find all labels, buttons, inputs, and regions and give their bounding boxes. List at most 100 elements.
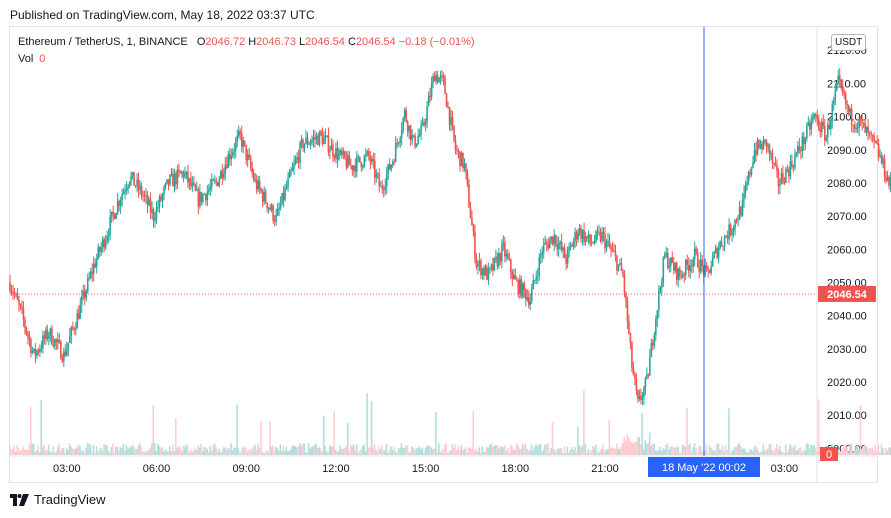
volume-bar <box>10 449 13 455</box>
candle-body <box>252 173 255 181</box>
candle-body <box>326 135 328 137</box>
volume-bar <box>17 448 20 455</box>
volume-bar <box>173 450 176 455</box>
candle-body <box>107 234 110 237</box>
candle-body <box>98 247 101 252</box>
volume-bar <box>263 452 265 455</box>
candle-body <box>825 137 828 141</box>
volume-bar <box>20 449 23 455</box>
volume-bar <box>596 452 599 455</box>
volume-bar <box>152 405 155 455</box>
footer-brand[interactable]: TradingView <box>10 492 106 507</box>
candle-body <box>36 350 38 356</box>
volume-bar <box>308 443 310 455</box>
candle-body <box>264 191 267 203</box>
volume-bar <box>710 447 712 455</box>
y-tick-label: 2100.00 <box>827 112 867 124</box>
volume-bar <box>774 448 777 455</box>
candle-body <box>341 150 343 155</box>
candle-body <box>837 75 840 84</box>
volume-value: 0 <box>39 53 46 65</box>
candle-body <box>708 269 711 273</box>
candle-body <box>725 236 727 237</box>
candle-body <box>556 243 558 250</box>
candle-body <box>584 236 587 242</box>
volume-bar <box>336 452 339 455</box>
volume-bar <box>674 447 676 455</box>
volume-bar <box>888 447 890 455</box>
volume-bar <box>604 451 606 455</box>
candle-body <box>587 234 590 239</box>
volume-bar <box>209 446 211 455</box>
volume-bar <box>584 443 587 455</box>
candle-body <box>288 171 291 178</box>
candle-body <box>91 271 94 274</box>
volume-bar <box>581 445 584 455</box>
candle-body <box>780 173 783 184</box>
volume-bar <box>841 448 844 455</box>
volume-bar <box>500 446 503 455</box>
symbol-title[interactable]: Ethereum / TetherUS, 1, BINANCE <box>18 36 188 48</box>
candle-body <box>782 173 784 182</box>
candle-body <box>720 241 723 247</box>
volume-bar <box>557 449 560 455</box>
candle-body <box>737 219 739 222</box>
candle-body <box>258 180 261 189</box>
published-caption: Published on TradingView.com, May 18, 20… <box>10 8 315 22</box>
candle-body <box>526 297 529 300</box>
candle-body <box>227 154 230 168</box>
candle-body <box>136 179 138 187</box>
candle-body <box>655 318 657 335</box>
volume-bar <box>885 447 887 455</box>
volume-bar <box>450 450 452 455</box>
candle-body <box>807 122 810 126</box>
volume-bar <box>258 447 261 455</box>
candle-body <box>109 216 111 235</box>
close-value: 2046.54 <box>355 36 396 48</box>
volume-bar <box>49 451 51 455</box>
volume-bar <box>867 449 869 455</box>
candle-body <box>658 290 660 311</box>
candle-body <box>52 343 55 347</box>
volume-bar <box>151 443 153 455</box>
candle-body <box>755 150 757 155</box>
candle-body <box>57 339 59 343</box>
volume-bar <box>370 401 373 455</box>
volume-bar <box>281 451 283 455</box>
candle-body <box>517 280 520 294</box>
volume-bar <box>405 445 407 455</box>
candle-body <box>675 263 678 280</box>
volume-bar <box>644 440 646 455</box>
volume-bar <box>67 450 69 455</box>
volume-bar <box>792 447 794 455</box>
candle-body <box>575 231 578 240</box>
volume-bar <box>632 443 635 455</box>
candle-body <box>511 272 514 279</box>
candle-body <box>472 225 475 232</box>
candle-body <box>529 301 532 306</box>
volume-bar <box>657 450 660 455</box>
currency-button[interactable]: USDT <box>831 34 867 51</box>
candle-body <box>103 239 105 248</box>
candle-body <box>459 151 461 167</box>
volume-bar <box>566 446 569 455</box>
volume-bar <box>798 447 800 455</box>
volume-bar <box>155 451 158 455</box>
candle-body <box>64 351 67 356</box>
candle-body <box>614 251 617 256</box>
candle-body <box>76 313 79 329</box>
candle-body <box>200 192 203 202</box>
y-tick-label: 2090.00 <box>827 145 867 157</box>
volume-bar <box>747 451 750 455</box>
volume-bar <box>855 446 857 455</box>
volume-bar <box>100 447 102 455</box>
volume-bar <box>137 444 140 455</box>
candle-body <box>629 333 632 343</box>
volume-bar <box>453 448 455 455</box>
volume-bar <box>98 449 101 455</box>
volume-bar <box>556 448 558 455</box>
candle-body <box>598 232 600 233</box>
volume-bar <box>720 449 723 455</box>
candle-body <box>581 230 584 239</box>
